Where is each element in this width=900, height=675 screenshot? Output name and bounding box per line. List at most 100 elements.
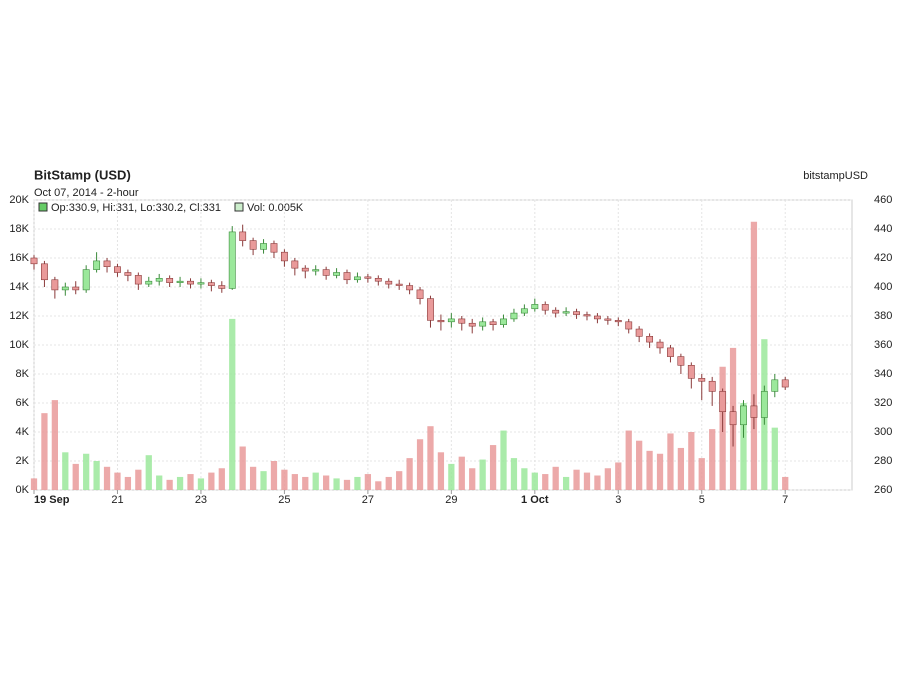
volume-bar [646, 450, 653, 490]
candle-body [333, 272, 341, 276]
volume-bar [782, 476, 789, 490]
candle-body [103, 260, 111, 267]
y2-tick-label: 400 [874, 281, 892, 293]
volume-swatch [234, 202, 244, 212]
volume-bar [197, 478, 205, 490]
candle-body [72, 286, 80, 291]
y2-tick-label: 260 [874, 484, 892, 496]
volume-bar [406, 458, 413, 490]
symbol-label: bitstampUSD [803, 170, 868, 182]
volume-bar [625, 430, 632, 490]
candle-body [583, 314, 591, 317]
volume-bar [166, 479, 173, 490]
y-tick-label: 10K [9, 339, 29, 351]
y-tick-label: 8K [16, 368, 30, 380]
candle-body [781, 379, 789, 388]
y-tick-label: 16K [9, 252, 29, 264]
volume-bar [542, 474, 549, 490]
candle-body [134, 275, 142, 285]
volume-bar [531, 472, 538, 490]
candle-body [458, 318, 466, 324]
candle-body [427, 298, 434, 321]
volume-bar [771, 427, 778, 490]
volume-bar [93, 461, 100, 490]
volume-bar [270, 461, 278, 490]
volume-bar [552, 466, 559, 490]
y-tick-label: 12K [9, 310, 29, 322]
candle-body [562, 311, 570, 314]
volume-bar [427, 426, 434, 490]
candle-body [176, 280, 184, 283]
volume-bar [458, 456, 465, 490]
chart-subtitle: Oct 07, 2014 - 2-hour [34, 187, 139, 199]
x-tick-label: 23 [195, 494, 207, 506]
candle-body [364, 276, 372, 279]
volume-bar [249, 466, 257, 490]
volume-bar [510, 458, 518, 490]
candle-body [740, 405, 747, 426]
candle-body [489, 321, 497, 325]
candle-body [531, 304, 539, 310]
y2-tick-label: 280 [874, 455, 892, 467]
candle-body [260, 243, 267, 250]
volume-bar [323, 475, 330, 490]
y-tick-label: 6K [16, 397, 30, 409]
candle-body [395, 283, 403, 286]
chart-title: BitStamp (USD) [34, 167, 131, 182]
candle-body [61, 286, 69, 291]
volume-bar [291, 474, 298, 490]
volume-bar [656, 453, 664, 490]
y-tick-label: 4K [16, 426, 30, 438]
candle-body [573, 311, 580, 315]
y2-tick-label: 380 [874, 310, 892, 322]
volume-bar [114, 472, 121, 490]
volume-bar [573, 469, 580, 490]
candle-body [500, 318, 507, 325]
ohlc-info: Op:330.9, Hi:331, Lo:330.2, Cl:331 [51, 202, 221, 214]
x-tick-label: 1 Oct [521, 494, 549, 506]
volume-bar [354, 476, 361, 490]
volume-bar [41, 413, 48, 490]
y2-tick-label: 320 [874, 397, 892, 409]
volume-bar [489, 445, 497, 490]
candle-body [437, 320, 445, 323]
x-tick-label: 25 [278, 494, 290, 506]
volume-bar [469, 468, 476, 490]
candle-body [520, 308, 528, 314]
volume-bar [385, 476, 392, 490]
volume-bar [218, 468, 225, 490]
x-tick-label: 21 [111, 494, 123, 506]
candle-body [447, 318, 455, 323]
candle-body [771, 379, 779, 392]
candle-body [187, 280, 194, 285]
candle-body [510, 312, 518, 320]
candle-body [374, 277, 382, 282]
volume-bar [187, 474, 194, 490]
y-tick-label: 2K [16, 455, 30, 467]
volume-info: Vol: 0.005K [247, 202, 304, 214]
volume-bar [521, 468, 528, 490]
candle-body [593, 315, 601, 320]
candle-body [291, 260, 299, 269]
candle-body [114, 266, 121, 273]
candle-body [687, 364, 695, 379]
volume-bar [594, 475, 601, 490]
volume-bar [750, 221, 758, 490]
volume-bar [479, 459, 486, 490]
candle-body [479, 321, 487, 327]
candle-body [552, 309, 560, 314]
volume-bar [709, 429, 716, 490]
candle-body [145, 280, 153, 285]
volume-bar [124, 476, 132, 490]
volume-bar [416, 439, 424, 490]
volume-bar [312, 472, 319, 490]
candle-body [541, 304, 549, 311]
volume-bar [156, 475, 163, 490]
volume-bar [62, 452, 69, 490]
y-tick-label: 14K [9, 281, 29, 293]
x-tick-label: 5 [699, 494, 705, 506]
volume-bar [604, 468, 611, 490]
candle-body [82, 269, 90, 291]
volume-bar [677, 447, 685, 490]
